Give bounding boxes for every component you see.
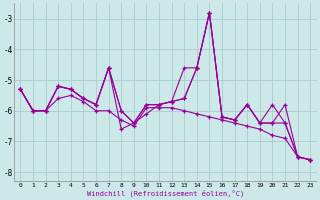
X-axis label: Windchill (Refroidissement éolien,°C): Windchill (Refroidissement éolien,°C)	[87, 189, 244, 197]
